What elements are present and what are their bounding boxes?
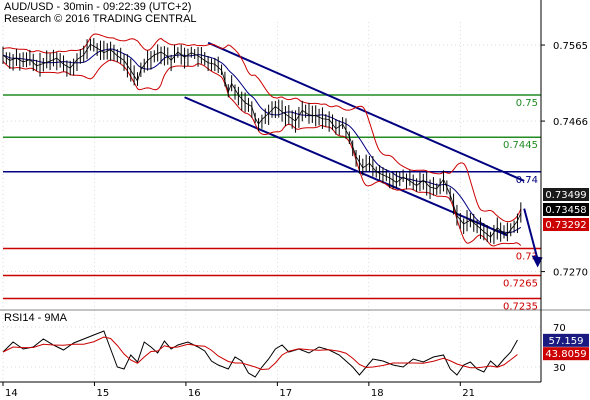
x-tick-label-1: 15 xyxy=(96,388,109,399)
price-line xyxy=(2,43,522,238)
x-tick-label-2: 16 xyxy=(188,388,201,399)
price-badges: 0.73499 0.73458 0.73292 57.159 43.8059 xyxy=(543,188,589,361)
rsi-tick-label-0: 70 xyxy=(553,323,566,334)
lower-band xyxy=(2,59,522,247)
price-badge-label-1: 0.73458 xyxy=(545,205,586,216)
y-tick-label-1: 0.7466 xyxy=(553,117,588,128)
price-badge-label-2: 0.73292 xyxy=(545,220,586,231)
forecast-arrow-shaft xyxy=(523,208,539,260)
level-label-2: 0.74 xyxy=(516,175,538,186)
rsi-panel xyxy=(0,309,590,378)
trend-channel xyxy=(184,41,525,237)
price-series xyxy=(2,38,522,245)
y-tick-label-2: 0.7270 xyxy=(553,268,588,279)
moving-average xyxy=(2,48,522,234)
forecast-arrow xyxy=(523,208,543,268)
rsi-line xyxy=(2,330,518,378)
level-label-4: 0.7265 xyxy=(503,278,538,289)
level-label-0: 0.75 xyxy=(516,98,538,109)
x-tick-label-0: 14 xyxy=(5,388,18,399)
rsi-badge-label-1: 43.8059 xyxy=(545,349,586,360)
chart-subtitle: Research © 2016 TRADING CENTRAL xyxy=(4,13,197,25)
price-levels: 0.75 0.7445 0.74 0.73 0.7265 0.7235 xyxy=(3,94,541,312)
level-label-3: 0.73 xyxy=(516,252,538,263)
rsi-badge-0 xyxy=(543,333,589,347)
chart-title: AUD/USD - 30min - 09:22:39 (UTC+2) xyxy=(4,1,192,13)
upper-band xyxy=(2,33,522,223)
rsi-badge-1 xyxy=(543,347,589,361)
rsi-panel-title: RSI14 - 9MA xyxy=(4,312,67,324)
x-tick-label-3: 17 xyxy=(279,388,292,399)
price-badge-1 xyxy=(543,203,589,216)
grid-lines xyxy=(2,22,541,382)
x-tick-label-5: 21 xyxy=(462,388,475,399)
bollinger-bands xyxy=(2,33,522,247)
rsi-tick-label-1: 30 xyxy=(553,363,566,374)
price-badge-0 xyxy=(543,188,589,201)
forecast-arrow-head xyxy=(531,255,543,268)
level-label-5: 0.7235 xyxy=(503,301,538,312)
level-label-1: 0.7445 xyxy=(503,140,538,151)
rsi-ma-line xyxy=(2,336,518,371)
rsi-badge-label-0: 57.159 xyxy=(549,336,584,347)
price-badge-label-0: 0.73499 xyxy=(545,190,586,201)
x-tick-label-4: 18 xyxy=(371,388,384,399)
channel-lower-line xyxy=(184,96,508,237)
y-tick-label-0: 0.7565 xyxy=(553,41,588,52)
price-badge-2 xyxy=(543,218,589,231)
